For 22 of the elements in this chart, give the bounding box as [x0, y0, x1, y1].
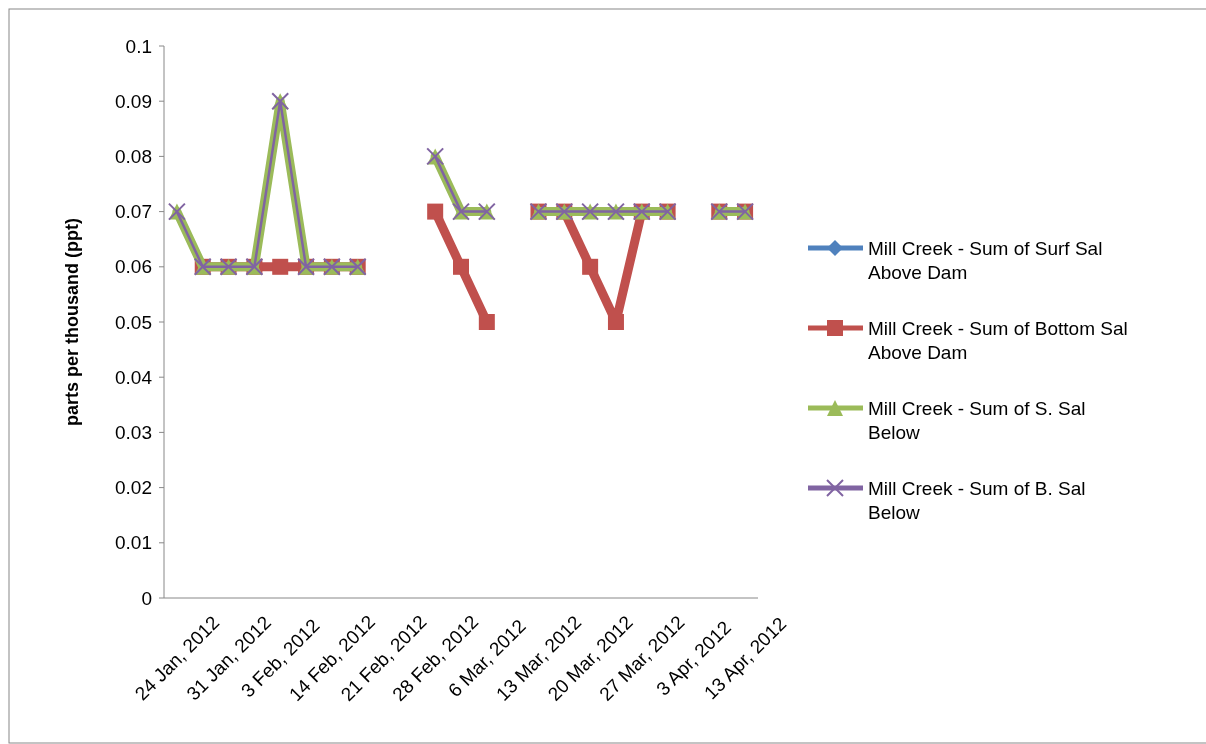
y-tick-label: 0.07 — [115, 201, 152, 223]
y-tick-label: 0.08 — [115, 146, 152, 168]
point — [427, 203, 444, 220]
y-tick-label: 0.09 — [115, 90, 152, 112]
y-tick-label: 0.05 — [115, 311, 152, 333]
y-axis-title: parts per thousand (ppt) — [62, 218, 82, 426]
y-tick-label: 0.1 — [125, 35, 152, 57]
point — [272, 258, 289, 275]
legend-label: Mill Creek - Sum of S. Sal Below — [868, 397, 1086, 444]
point — [453, 258, 469, 275]
y-tick-label: 0.06 — [115, 256, 152, 278]
y-tick-label: 0.04 — [115, 366, 153, 388]
legend-label: Mill Creek - Sum of Surf Sal Above Dam — [868, 237, 1103, 284]
point — [478, 314, 495, 330]
legend-label: Mill Creek - Sum of B. Sal Below — [868, 477, 1086, 524]
point — [607, 314, 624, 330]
y-tick-label: 0.02 — [115, 477, 152, 499]
legend-label: Mill Creek - Sum of Bottom Sal Above Dam — [868, 317, 1128, 364]
point — [582, 258, 599, 275]
y-tick-label: 0.01 — [115, 532, 152, 554]
y-tick-label: 0 — [141, 587, 152, 609]
y-tick-label: 0.03 — [115, 422, 152, 444]
